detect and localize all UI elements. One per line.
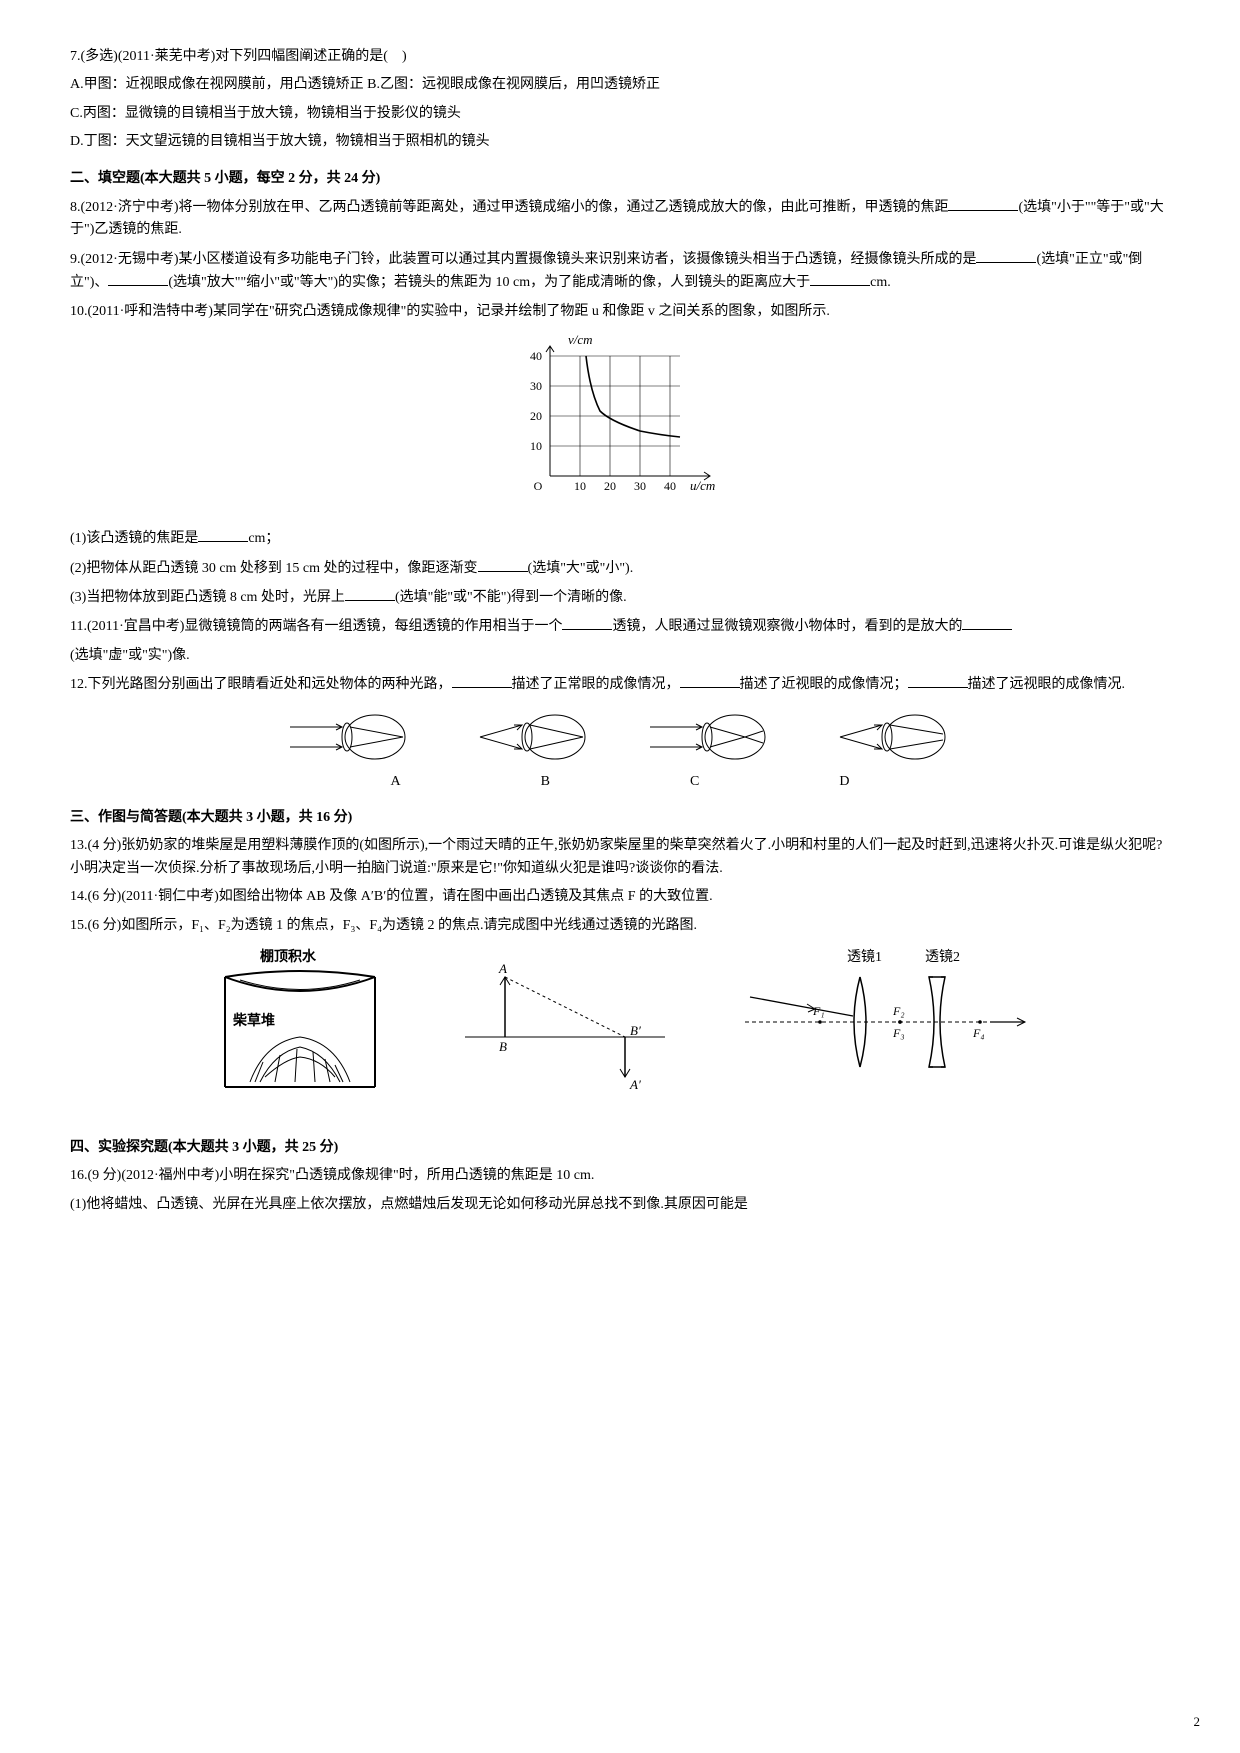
label-D: D [839,771,849,793]
section-3-title: 三、作图与简答题(本大题共 3 小题，共 16 分) [70,807,1170,829]
section-4-title: 四、实验探究题(本大题共 3 小题，共 25 分) [70,1137,1170,1159]
q14: 14.(6 分)(2011·铜仁中考)如图给出物体 AB 及像 A′B′的位置，… [70,886,1170,908]
q10-stem: 10.(2011·呼和浩特中考)某同学在"研究凸透镜成像规律"的实验中，记录并绘… [70,301,1170,323]
q11: 11.(2011·宜昌中考)显微镜镜筒的两端各有一组透镜，每组透镜的作用相当于一… [70,615,1170,638]
q12-c: 描述了近视眼的成像情况； [740,677,908,692]
svg-text:B: B [499,1039,507,1054]
q12-labels: A B C D [70,771,1170,793]
q10-1-blank[interactable] [198,527,248,542]
svg-text:B′: B′ [630,1023,641,1038]
page-number: 2 [1194,1712,1201,1733]
q10-part2: (2)把物体从距凸透镜 30 cm 处移到 15 cm 处的过程中，像距逐渐变 (… [70,557,1170,580]
svg-text:30: 30 [634,479,646,493]
label-A: A [391,771,401,793]
q11-c: (选填"虚"或"实")像. [70,645,1170,667]
q13-label-top: 棚顶积水 [260,948,317,965]
svg-text:10: 10 [574,479,586,493]
q7-optC: C.丙图：显微镜的目镜相当于放大镜，物镜相当于投影仪的镜头 [70,103,1170,125]
label-B: B [541,771,550,793]
q12-blank1[interactable] [452,673,512,688]
q11-blank2[interactable] [962,615,1012,630]
q9-c: (选填"放大""缩小"或"等大")的实像；若镜头的焦距为 10 cm，为了能成清… [168,275,810,290]
svg-text:F₃: F₃ [892,1026,905,1040]
q12-b: 描述了正常眼的成像情况， [512,677,680,692]
svg-text:20: 20 [604,479,616,493]
q13-15-figures: 棚顶积水 柴草堆 A B B′ A′ 透镜1 [70,947,1170,1097]
svg-text:40: 40 [664,479,676,493]
svg-text:F₂: F₂ [892,1004,905,1018]
q12-figures [70,707,1170,767]
svg-text:O: O [534,479,543,493]
q15-lens2-label: 透镜2 [925,949,960,965]
svg-text:40: 40 [530,349,542,363]
q10-1a: (1)该凸透镜的焦距是 [70,531,198,546]
section-2-title: 二、填空题(本大题共 5 小题，每空 2 分，共 24 分) [70,168,1170,190]
q9-a: 9.(2012·无锡中考)某小区楼道设有多功能电子门铃，此装置可以通过其内置摄像… [70,252,976,267]
q10-2b: (选填"大"或"小"). [528,561,634,576]
svg-text:v/cm: v/cm [568,332,593,347]
q13-figure: 棚顶积水 柴草堆 [205,947,395,1097]
q11-blank1[interactable] [562,615,612,630]
q9: 9.(2012·无锡中考)某小区楼道设有多功能电子门铃，此装置可以通过其内置摄像… [70,248,1170,295]
q8-blank[interactable] [948,196,1018,211]
q11-b: 透镜，人眼通过显微镜观察微小物体时，看到的是放大的 [612,619,962,634]
svg-text:10: 10 [530,439,542,453]
q10-1b: cm； [248,531,279,546]
svg-text:A: A [498,961,507,976]
svg-text:F₄: F₄ [972,1026,985,1040]
q10-3a: (3)当把物体放到距凸透镜 8 cm 处时，光屏上 [70,590,345,605]
svg-text:30: 30 [530,379,542,393]
eye-B [460,707,600,767]
q12-a: 12.下列光路图分别画出了眼睛看近处和远处物体的两种光路， [70,677,452,692]
q16-part1: (1)他将蜡烛、凸透镜、光屏在光具座上依次摆放，点燃蜡烛后发现无论如何移动光屏总… [70,1194,1170,1216]
svg-text:A′: A′ [629,1077,641,1092]
q10-3b: (选填"能"或"不能")得到一个清晰的像. [395,590,627,605]
q7-optD: D.丁图：天文望远镜的目镜相当于放大镜，物镜相当于照相机的镜头 [70,131,1170,153]
q12-blank2[interactable] [680,673,740,688]
svg-text:20: 20 [530,409,542,423]
q13-label-bottom: 柴草堆 [232,1012,275,1029]
q16-stem: 16.(9 分)(2012·福州中考)小明在探究"凸透镜成像规律"时，所用凸透镜… [70,1165,1170,1187]
q12: 12.下列光路图分别画出了眼睛看近处和远处物体的两种光路， 描述了正常眼的成像情况… [70,673,1170,696]
eye-C [640,707,780,767]
q14-figure: A B B′ A′ [455,947,675,1097]
q10-part3: (3)当把物体放到距凸透镜 8 cm 处时，光屏上 (选填"能"或"不能")得到一… [70,586,1170,609]
q10-chart: 10 20 30 40 10 20 30 40 O v/cm u/cm [70,331,1170,519]
q9-blank3[interactable] [810,271,870,286]
eye-D [820,707,960,767]
eye-A [280,707,420,767]
label-C: C [690,771,699,793]
q9-blank2[interactable] [108,271,168,286]
q10-3-blank[interactable] [345,586,395,601]
q12-blank3[interactable] [908,673,968,688]
q12-d: 描述了远视眼的成像情况. [968,677,1126,692]
q7-optA: A.甲图：近视眼成像在视网膜前，用凸透镜矫正 B.乙图：远视眼成像在视网膜后，用… [70,74,1170,96]
svg-text:u/cm: u/cm [690,478,715,493]
q13: 13.(4 分)张奶奶家的堆柴屋是用塑料薄膜作顶的(如图所示),一个雨过天晴的正… [70,835,1170,880]
q11-a: 11.(2011·宜昌中考)显微镜镜筒的两端各有一组透镜，每组透镜的作用相当于一… [70,619,562,634]
q8-a: 8.(2012·济宁中考)将一物体分别放在甲、乙两凸透镜前等距离处，通过甲透镜成… [70,200,948,215]
q7-stem: 7.(多选)(2011·莱芜中考)对下列四幅图阐述正确的是( ) [70,46,1170,68]
q15: 15.(6 分)如图所示，F₁、F₂为透镜 1 的焦点，F₃、F₄为透镜 2 的… [70,915,1170,937]
q9-d: cm. [870,275,891,290]
q9-blank1[interactable] [976,248,1036,263]
q8: 8.(2012·济宁中考)将一物体分别放在甲、乙两凸透镜前等距离处，通过甲透镜成… [70,196,1170,242]
q10-part1: (1)该凸透镜的焦距是 cm； [70,527,1170,550]
q15-lens1-label: 透镜1 [847,949,882,965]
q15-figure: 透镜1 透镜2 F₁ F₂ F₃ F₄ [735,947,1035,1077]
q10-2a: (2)把物体从距凸透镜 30 cm 处移到 15 cm 处的过程中，像距逐渐变 [70,561,478,576]
q10-2-blank[interactable] [478,557,528,572]
